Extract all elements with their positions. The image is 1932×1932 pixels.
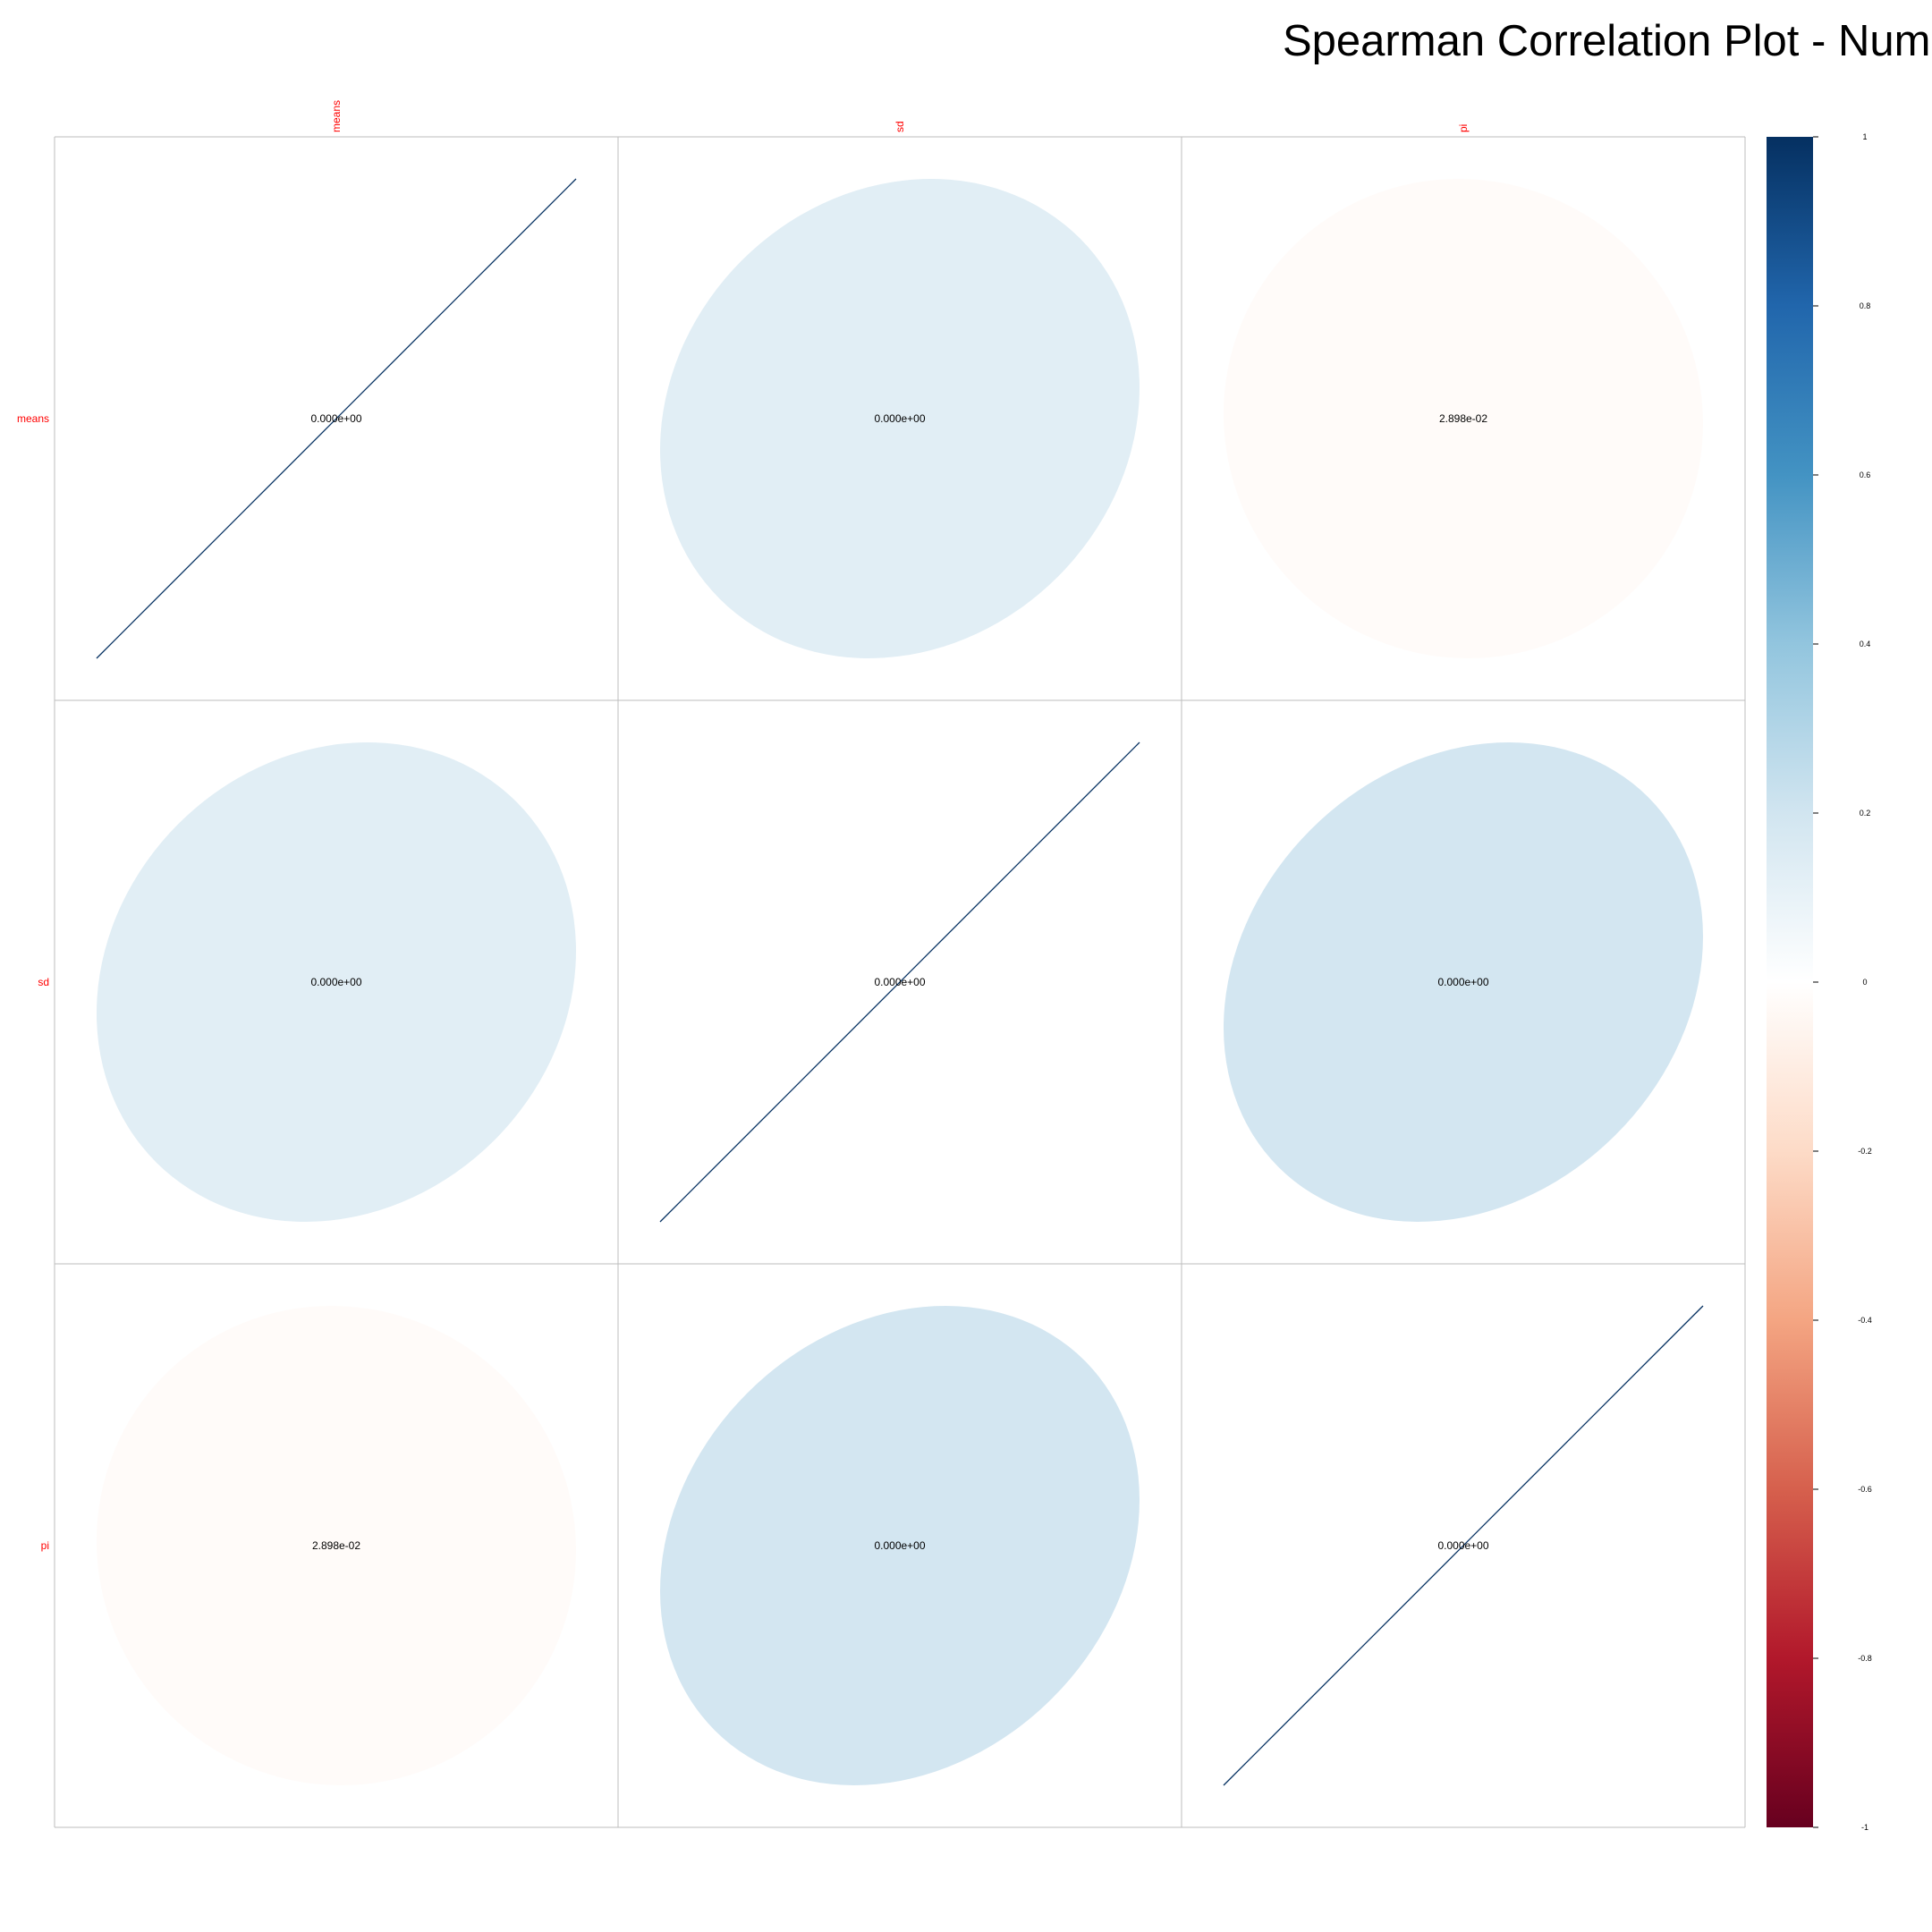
column-label-means: means: [330, 100, 343, 132]
labels-layer: 0.000e+00 0.000e+00 2.898e-02 0.000e+00 0.00…: [17, 100, 1489, 1552]
cell-value-label-0-1: 0.000e+00: [874, 412, 925, 425]
cell-value-label-2-0: 2.898e-02: [312, 1539, 360, 1552]
chart-title: Spearman Correlation Plot - Numb: [1283, 17, 1932, 65]
colorbar-tick-label: 1: [1862, 132, 1867, 141]
row-label-means: means: [17, 412, 49, 425]
row-label-pi: pi: [41, 1539, 49, 1552]
colorbar-tick-label: -0.8: [1858, 1654, 1872, 1663]
correlation-ellipse-1-2: [1223, 742, 1703, 1223]
colorbar-tick-label: -0.2: [1858, 1147, 1872, 1156]
cell-value-label-0-0: 0.000e+00: [310, 412, 361, 425]
column-label-pi: pi: [1457, 124, 1470, 132]
cells-layer: [96, 178, 1704, 1786]
colorbar: 1 0.8 0.6 0.4 0.2 0 -0.2 -0.4 -0.6 -0.8 -1: [1767, 132, 1872, 1832]
colorbar-tick-label: 0.2: [1860, 809, 1871, 818]
correlation-ellipse-0-1: [659, 179, 1140, 659]
colorbar-tick-label: -1: [1861, 1823, 1868, 1832]
cell-value-label-2-1: 0.000e+00: [874, 1539, 925, 1552]
cell-value-label-1-0: 0.000e+00: [310, 976, 361, 988]
cell-value-label-1-1: 0.000e+00: [874, 976, 925, 988]
colorbar-tick-label: -0.6: [1858, 1485, 1872, 1494]
colorbar-tick-label: 0.8: [1860, 301, 1871, 310]
colorbar-tick-label: -0.4: [1858, 1316, 1872, 1325]
correlation-ellipse-1-0: [97, 742, 576, 1222]
colorbar-tick-label: 0.6: [1860, 470, 1871, 479]
correlation-line-1-1: [659, 741, 1140, 1223]
cell-value-label-2-2: 0.000e+00: [1437, 1539, 1488, 1552]
correlation-ellipse-2-0: [96, 1306, 576, 1786]
correlation-ellipse-0-2: [1223, 178, 1703, 658]
row-label-sd: sd: [38, 976, 49, 988]
column-label-sd: sd: [894, 121, 906, 132]
correlation-line-0-0: [96, 178, 577, 659]
cell-value-label-0-2: 2.898e-02: [1439, 412, 1487, 425]
grid-layer: [54, 136, 1746, 1828]
cell-value-label-1-2: 0.000e+00: [1437, 976, 1488, 988]
colorbar-gradient: [1767, 137, 1813, 1827]
correlation-ellipse-2-1: [660, 1306, 1140, 1786]
correlation-line-2-2: [1223, 1305, 1704, 1786]
colorbar-tick-label: 0.4: [1860, 640, 1871, 648]
colorbar-tick-label: 0: [1862, 978, 1867, 987]
